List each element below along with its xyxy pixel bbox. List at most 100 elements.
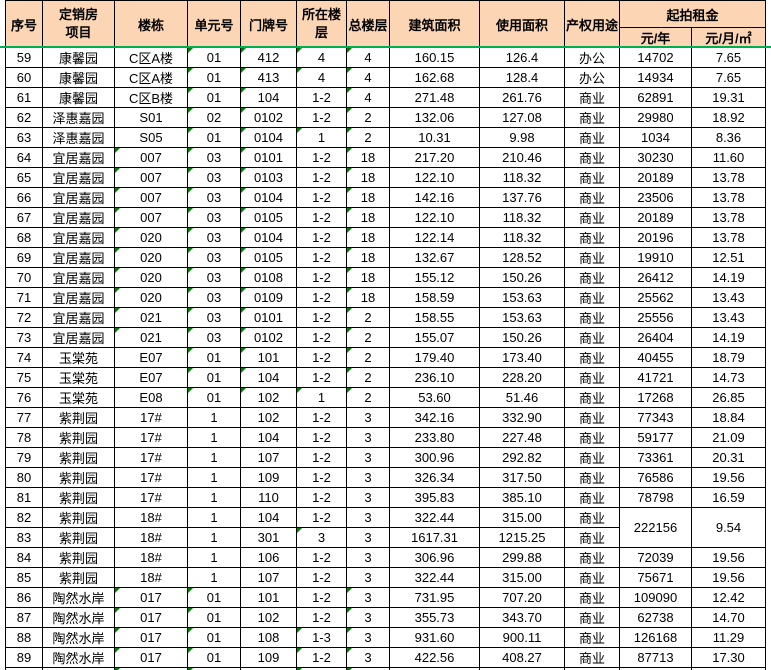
cell-door[interactable]: 104 — [241, 368, 297, 388]
cell-index[interactable]: 86 — [6, 588, 43, 608]
cell-building[interactable]: 18# — [115, 548, 188, 568]
cell-rent_m2[interactable]: 7.65 — [692, 48, 766, 68]
cell-rent_m2[interactable]: 14.19 — [692, 328, 766, 348]
cell-door[interactable]: 101 — [241, 588, 297, 608]
cell-built[interactable]: 236.10 — [390, 368, 480, 388]
cell-index[interactable]: 74 — [6, 348, 43, 368]
cell-index[interactable]: 78 — [6, 428, 43, 448]
cell-index[interactable]: 76 — [6, 388, 43, 408]
cell-total[interactable]: 3 — [347, 568, 390, 588]
cell-total[interactable]: 4 — [347, 68, 390, 88]
cell-floor[interactable]: 4 — [297, 68, 347, 88]
cell-usable[interactable]: 127.08 — [480, 108, 565, 128]
cell-use[interactable]: 商业 — [565, 128, 620, 148]
cell-project[interactable]: 紫荆园 — [43, 548, 115, 568]
cell-rent_m2[interactable]: 13.43 — [692, 288, 766, 308]
cell-total[interactable]: 2 — [347, 128, 390, 148]
cell-unit[interactable]: 1 — [188, 448, 241, 468]
cell-usable[interactable]: 118.32 — [480, 168, 565, 188]
cell-usable[interactable]: 150.26 — [480, 268, 565, 288]
cell-built[interactable]: 158.59 — [390, 288, 480, 308]
cell-unit[interactable]: 03 — [188, 228, 241, 248]
cell-index[interactable]: 63 — [6, 128, 43, 148]
cell-rent_m2[interactable]: 18.79 — [692, 348, 766, 368]
cell-project[interactable]: 宜居嘉园 — [43, 168, 115, 188]
cell-rent_year[interactable]: 73361 — [620, 448, 692, 468]
cell-built[interactable]: 322.44 — [390, 568, 480, 588]
cell-rent_year[interactable]: 72039 — [620, 548, 692, 568]
cell-total[interactable]: 2 — [347, 108, 390, 128]
cell-total[interactable]: 18 — [347, 168, 390, 188]
cell-use[interactable]: 办公 — [565, 68, 620, 88]
cell-use[interactable]: 商业 — [565, 188, 620, 208]
cell-unit[interactable]: 03 — [188, 248, 241, 268]
cell-use[interactable]: 商业 — [565, 308, 620, 328]
cell-rent_m2[interactable]: 19.31 — [692, 88, 766, 108]
cell-rent_m2[interactable]: 14.73 — [692, 368, 766, 388]
cell-usable[interactable]: 227.48 — [480, 428, 565, 448]
cell-unit[interactable]: 03 — [188, 288, 241, 308]
cell-door[interactable]: 0105 — [241, 248, 297, 268]
cell-rent_year[interactable]: 77343 — [620, 408, 692, 428]
cell-building[interactable]: 021 — [115, 308, 188, 328]
cell-floor[interactable]: 1-2 — [297, 568, 347, 588]
cell-total[interactable]: 3 — [347, 588, 390, 608]
cell-use[interactable]: 商业 — [565, 168, 620, 188]
cell-usable[interactable]: 150.26 — [480, 328, 565, 348]
header-rent-group[interactable]: 起拍租金 — [620, 1, 766, 28]
cell-project[interactable]: 紫荆园 — [43, 408, 115, 428]
cell-floor[interactable]: 1-2 — [297, 548, 347, 568]
cell-door[interactable]: 107 — [241, 568, 297, 588]
cell-built[interactable]: 122.10 — [390, 168, 480, 188]
cell-floor[interactable]: 1-2 — [297, 88, 347, 108]
cell-index[interactable]: 71 — [6, 288, 43, 308]
cell-index[interactable]: 85 — [6, 568, 43, 588]
cell-floor[interactable]: 1-2 — [297, 448, 347, 468]
cell-usable[interactable]: 126.4 — [480, 48, 565, 68]
cell-use[interactable]: 商业 — [565, 108, 620, 128]
cell-built[interactable]: 158.55 — [390, 308, 480, 328]
cell-building[interactable]: 18# — [115, 528, 188, 548]
cell-unit[interactable]: 01 — [188, 348, 241, 368]
cell-rent_year[interactable]: 1034 — [620, 128, 692, 148]
cell-total[interactable]: 18 — [347, 228, 390, 248]
cell-project[interactable]: 紫荆园 — [43, 448, 115, 468]
cell-door[interactable]: 0108 — [241, 268, 297, 288]
cell-door[interactable]: 0101 — [241, 308, 297, 328]
cell-rent_m2[interactable]: 16.59 — [692, 488, 766, 508]
cell-project[interactable]: 宜居嘉园 — [43, 248, 115, 268]
cell-use[interactable]: 商业 — [565, 648, 620, 668]
cell-index[interactable]: 84 — [6, 548, 43, 568]
cell-usable[interactable]: 1215.25 — [480, 528, 565, 548]
cell-use[interactable]: 商业 — [565, 328, 620, 348]
cell-total[interactable]: 3 — [347, 628, 390, 648]
cell-usable[interactable]: 153.63 — [480, 288, 565, 308]
cell-floor[interactable]: 1-2 — [297, 148, 347, 168]
cell-index[interactable]: 87 — [6, 608, 43, 628]
cell-unit[interactable]: 1 — [188, 548, 241, 568]
cell-rent_m2[interactable]: 18.84 — [692, 408, 766, 428]
cell-index[interactable]: 65 — [6, 168, 43, 188]
header-building[interactable]: 楼栋 — [115, 1, 188, 48]
cell-rent_year[interactable]: 126168 — [620, 628, 692, 648]
cell-door[interactable]: 102 — [241, 388, 297, 408]
cell-index[interactable]: 62 — [6, 108, 43, 128]
cell-use[interactable]: 商业 — [565, 448, 620, 468]
cell-door[interactable]: 106 — [241, 548, 297, 568]
cell-usable[interactable]: 292.82 — [480, 448, 565, 468]
cell-built[interactable]: 122.10 — [390, 208, 480, 228]
cell-rent_m2[interactable]: 11.60 — [692, 148, 766, 168]
cell-project[interactable]: 宜居嘉园 — [43, 228, 115, 248]
cell-building[interactable]: 021 — [115, 328, 188, 348]
cell-unit[interactable]: 01 — [188, 588, 241, 608]
cell-building[interactable]: 017 — [115, 628, 188, 648]
cell-unit[interactable]: 03 — [188, 168, 241, 188]
cell-floor[interactable]: 1-2 — [297, 188, 347, 208]
cell-use[interactable]: 商业 — [565, 228, 620, 248]
cell-built[interactable]: 160.15 — [390, 48, 480, 68]
cell-rent_year[interactable]: 26404 — [620, 328, 692, 348]
header-rent-per-month-sqm[interactable]: 元/月/㎡ — [692, 28, 766, 48]
cell-rent_year[interactable]: 20189 — [620, 208, 692, 228]
cell-use[interactable]: 商业 — [565, 368, 620, 388]
cell-built[interactable]: 422.56 — [390, 648, 480, 668]
